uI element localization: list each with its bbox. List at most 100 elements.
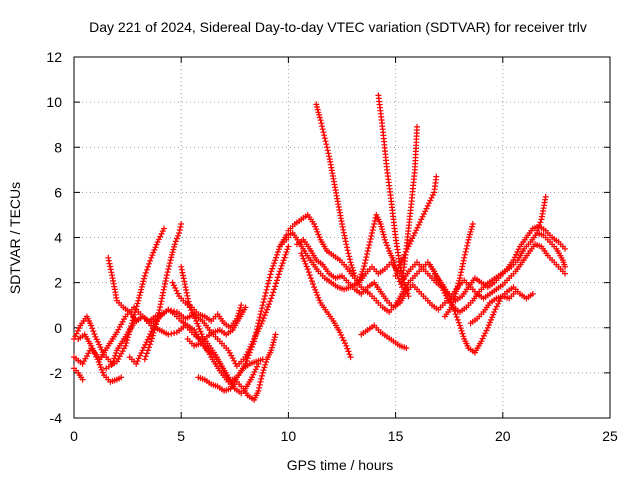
y-tick-label: 6 <box>54 184 62 200</box>
series-track-c <box>103 225 167 372</box>
data-point <box>198 331 205 338</box>
x-tick-label: 15 <box>388 428 404 444</box>
data-point <box>424 202 431 209</box>
data-point <box>274 249 281 255</box>
data-point <box>363 254 370 261</box>
data-point <box>91 331 98 337</box>
data-point <box>261 296 268 302</box>
data-point <box>157 233 164 240</box>
data-point <box>264 283 271 290</box>
data-point <box>450 296 457 303</box>
y-tick-label: -4 <box>50 410 63 426</box>
data-point <box>118 374 125 381</box>
data-point <box>242 304 249 311</box>
data-point <box>458 269 465 276</box>
data-point <box>234 313 241 319</box>
data-point <box>263 359 270 365</box>
data-point <box>97 364 104 371</box>
data-point <box>158 230 165 237</box>
data-point <box>403 287 410 294</box>
data-point <box>450 299 457 305</box>
data-point <box>469 221 476 227</box>
data-point <box>512 288 519 295</box>
data-point <box>369 230 375 236</box>
data-point <box>176 230 183 236</box>
data-point <box>163 272 170 279</box>
data-point <box>243 358 250 364</box>
data-point <box>137 352 143 359</box>
data-point <box>562 270 568 277</box>
data-point <box>176 227 183 233</box>
data-point <box>262 293 268 299</box>
data-point <box>414 224 421 231</box>
data-point <box>417 219 423 226</box>
data-point <box>361 263 368 270</box>
data-point <box>258 308 265 315</box>
data-point <box>255 387 262 394</box>
data-point <box>346 351 353 358</box>
data-point <box>413 227 420 234</box>
data-point <box>342 340 348 347</box>
data-point <box>149 252 156 259</box>
data-point <box>429 192 436 199</box>
data-point <box>479 335 486 342</box>
data-point <box>256 381 263 388</box>
data-point <box>139 347 146 354</box>
data-point <box>317 117 324 124</box>
data-point <box>381 236 388 243</box>
data-point <box>111 286 118 293</box>
data-point <box>274 277 280 284</box>
data-point <box>402 285 409 291</box>
data-point <box>165 266 172 273</box>
data-point <box>321 135 328 142</box>
data-point <box>250 371 257 378</box>
data-point <box>515 246 522 253</box>
data-point <box>141 356 148 363</box>
data-point <box>271 334 278 341</box>
data-point <box>454 316 461 323</box>
data-point <box>142 353 149 360</box>
data-point <box>72 333 79 340</box>
data-point <box>364 248 371 254</box>
data-point <box>305 269 312 276</box>
data-point <box>426 200 432 207</box>
data-point <box>273 254 279 261</box>
series-track-y <box>467 288 519 327</box>
data-point <box>350 267 357 274</box>
data-point <box>345 348 352 355</box>
data-point <box>347 259 354 266</box>
data-point <box>365 245 372 251</box>
data-point <box>173 287 180 294</box>
data-point <box>284 246 291 253</box>
series-track-i <box>71 365 86 383</box>
data-point <box>344 244 350 251</box>
data-point <box>147 331 154 338</box>
data-point <box>410 232 417 239</box>
y-tick-label: -2 <box>50 365 63 381</box>
data-point <box>235 310 242 317</box>
data-point <box>113 350 119 356</box>
data-point <box>415 221 422 228</box>
data-point <box>237 304 244 311</box>
data-point <box>154 239 161 245</box>
data-point <box>354 281 360 288</box>
data-point <box>155 236 162 243</box>
data-point <box>346 253 353 260</box>
data-point <box>263 286 270 293</box>
x-tick-label: 25 <box>602 428 618 444</box>
data-point <box>348 262 355 268</box>
data-point <box>265 280 272 287</box>
data-point <box>267 298 274 305</box>
series-track-p <box>298 250 354 361</box>
data-point <box>148 328 155 335</box>
data-point <box>423 205 430 212</box>
data-point <box>313 226 320 233</box>
data-point <box>152 244 159 251</box>
data-point <box>256 314 263 321</box>
data-point <box>148 338 155 345</box>
data-point <box>322 138 329 145</box>
data-point <box>180 272 186 279</box>
data-point <box>158 311 165 318</box>
data-point <box>344 345 351 352</box>
